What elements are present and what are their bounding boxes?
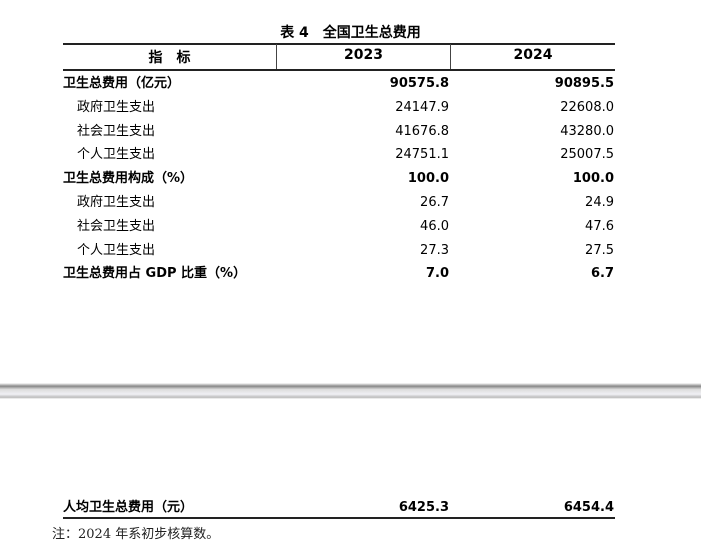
row-label: 卫生总费用构成（%） xyxy=(63,171,194,187)
value-2024: 90895.5 xyxy=(554,76,614,91)
row-label: 人均卫生总费用（元） xyxy=(63,500,194,515)
table-row: 社会卫生支出 46.0 47.6 xyxy=(63,215,615,239)
table-bottom-rule xyxy=(63,517,615,519)
header-indicator: 指 标 xyxy=(148,50,191,66)
table-title: 表 4 全国卫生总费用 xyxy=(280,25,421,41)
table-row: 卫生总费用占 GDP 比重（%） 7.0 6.7 xyxy=(63,262,615,286)
table-row: 卫生总费用构成（%） 100.0 100.0 xyxy=(63,167,615,191)
table-note: 注：2024 年系初步核算数。 xyxy=(52,527,220,542)
value-2023: 6425.3 xyxy=(398,500,449,515)
table-row: 个人卫生支出 24751.1 25007.5 xyxy=(63,143,615,167)
value-2024: 100.0 xyxy=(572,171,614,187)
page-break xyxy=(0,383,701,399)
header-rule xyxy=(63,69,615,71)
row-label: 卫生总费用占 GDP 比重（%） xyxy=(63,266,247,282)
column-divider xyxy=(450,44,451,69)
value-2023: 90575.8 xyxy=(389,76,449,91)
column-divider xyxy=(276,44,277,69)
value-2024: 47.6 xyxy=(585,218,614,234)
value-2023: 41676.8 xyxy=(395,123,449,139)
row-label: 个人卫生支出 xyxy=(77,242,156,258)
value-2023: 100.0 xyxy=(407,171,449,187)
value-2024: 6.7 xyxy=(590,266,614,282)
table-row: 卫生总费用（亿元） 90575.8 90895.5 xyxy=(63,72,615,96)
value-2024: 25007.5 xyxy=(560,147,614,163)
table-top-rule xyxy=(63,43,615,45)
value-2024: 24.9 xyxy=(585,195,614,210)
row-label: 卫生总费用（亿元） xyxy=(63,76,181,91)
value-2023: 7.0 xyxy=(425,266,449,282)
header-2023: 2023 xyxy=(344,47,383,63)
value-2024: 6454.4 xyxy=(563,500,614,515)
table-row: 政府卫生支出 26.7 24.9 xyxy=(63,191,615,215)
table-row: 政府卫生支出 24147.9 22608.0 xyxy=(63,96,615,120)
value-2024: 27.5 xyxy=(585,242,614,258)
row-label: 政府卫生支出 xyxy=(77,99,156,115)
value-2023: 46.0 xyxy=(420,218,449,234)
value-2023: 26.7 xyxy=(420,195,449,210)
table-row: 社会卫生支出 41676.8 43280.0 xyxy=(63,120,615,144)
value-2023: 24147.9 xyxy=(395,99,449,115)
value-2024: 22608.0 xyxy=(560,99,614,115)
table-row: 个人卫生支出 27.3 27.5 xyxy=(63,239,615,263)
header-2024: 2024 xyxy=(513,47,553,63)
row-label: 政府卫生支出 xyxy=(77,195,156,210)
table-row: 人均卫生总费用（元） 6425.3 6454.4 xyxy=(63,496,615,520)
value-2024: 43280.0 xyxy=(560,123,614,139)
row-label: 社会卫生支出 xyxy=(77,123,156,139)
row-label: 社会卫生支出 xyxy=(77,218,156,234)
row-label: 个人卫生支出 xyxy=(77,147,156,163)
value-2023: 27.3 xyxy=(420,242,449,258)
value-2023: 24751.1 xyxy=(395,147,449,163)
